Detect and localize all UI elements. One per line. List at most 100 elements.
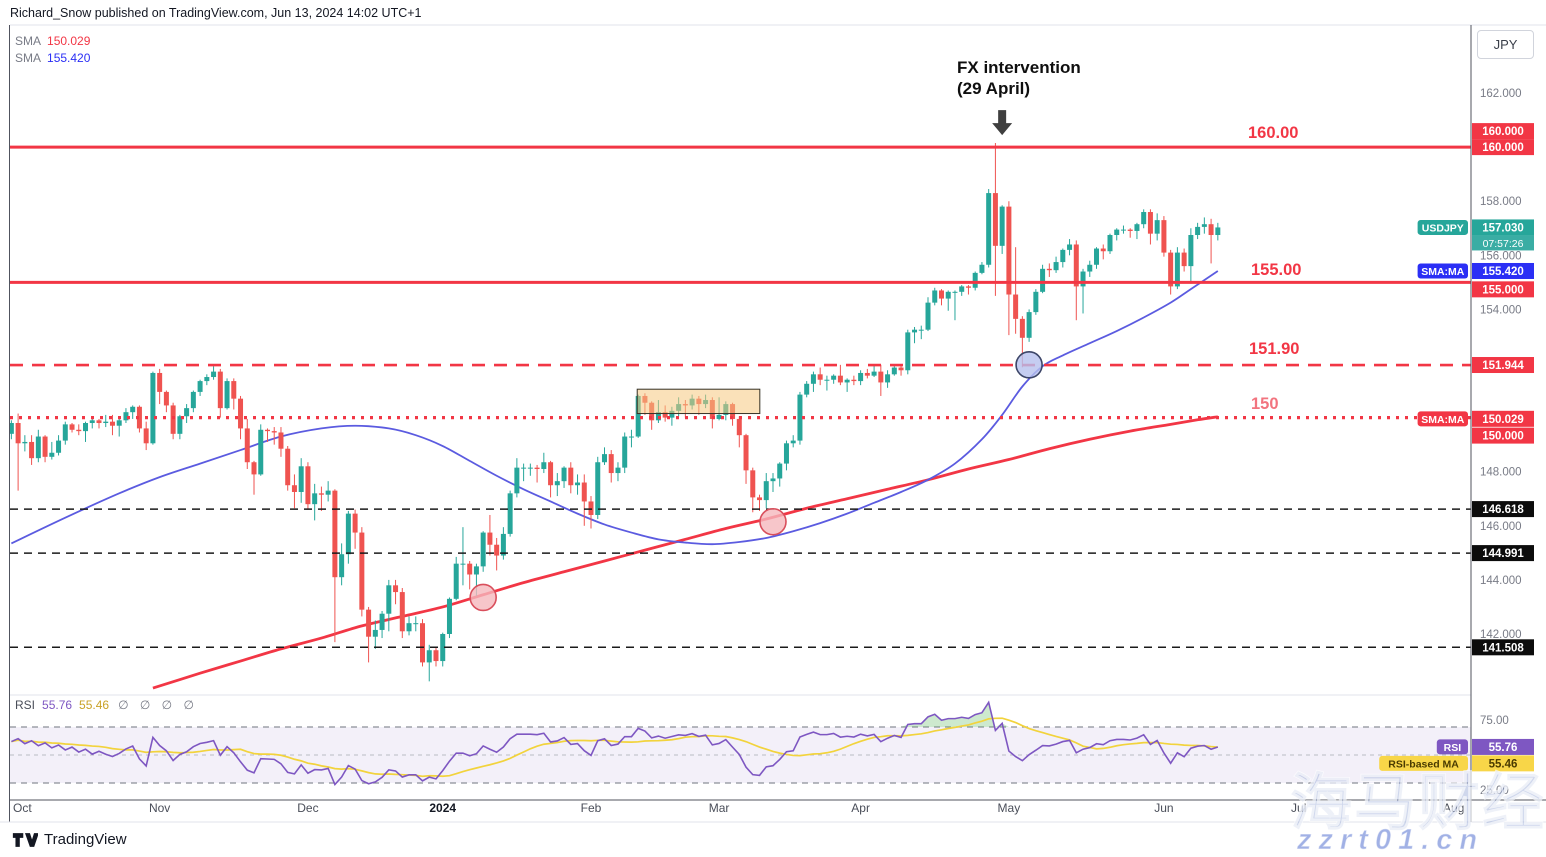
level-label-155[interactable]: 155.00: [1251, 261, 1302, 279]
axis-badge-rect: [1472, 262, 1534, 279]
rsi-based-ma-line[interactable]: [11, 717, 1218, 778]
consolidation-box[interactable]: [636, 388, 761, 415]
candle-body: [1181, 252, 1187, 267]
axis-badge-level-160-a[interactable]: 160.000: [1472, 123, 1534, 140]
candle-body: [1195, 226, 1201, 236]
axis-badge-text: 155.000: [1482, 284, 1524, 296]
candle-body: [22, 441, 28, 444]
candle-body: [581, 482, 587, 502]
candle-body: [1141, 212, 1147, 225]
candle-body: [406, 623, 412, 632]
axis-badge-level-151944[interactable]: 151.944: [1472, 357, 1534, 374]
candle-body: [938, 290, 944, 299]
sma-legend-row-red[interactable]: SMA 150.029: [15, 33, 90, 50]
axis-badge-rsi-value[interactable]: 55.76 RSI: [1436, 738, 1534, 755]
candle-body: [770, 478, 776, 482]
price-axis[interactable]: 162.000 158.000 156.000 154.000 148.000 146.0…: [1379, 88, 1534, 797]
currency-unit-button[interactable]: JPY: [1477, 30, 1534, 59]
attribution-text: Richard_Snow published on TradingView.co…: [10, 6, 422, 20]
tradingview-logo[interactable]: TradingView: [12, 831, 127, 848]
candle-body: [1073, 244, 1079, 287]
candle-body: [332, 490, 338, 578]
level-label-151-90[interactable]: 151.90: [1249, 340, 1300, 358]
candle-body: [783, 443, 789, 464]
sma-red-line[interactable]: [152, 415, 1219, 690]
price-tick-144: 144.000: [1480, 575, 1522, 587]
candle-body: [487, 532, 493, 545]
level-label-160[interactable]: 160.00: [1248, 124, 1299, 142]
rsi-label: RSI: [15, 698, 36, 712]
axis-badge-level-150[interactable]: 150.000: [1472, 427, 1534, 444]
axis-badge-sma-blue[interactable]: 155.420 SMA:MA: [1417, 262, 1534, 279]
axis-badge-level-141508[interactable]: 141.508: [1472, 639, 1534, 656]
candle-body: [669, 410, 675, 418]
axis-badge-last-price[interactable]: 157.030 07:57:26 USDJPY: [1417, 219, 1534, 251]
tradingview-logo-text: TradingView: [44, 831, 127, 848]
axis-badge-level-146618[interactable]: 146.618: [1472, 501, 1534, 518]
candle-body: [163, 391, 169, 406]
candle-body: [96, 420, 102, 424]
candle-body: [548, 462, 554, 486]
event-circle[interactable]: [1015, 351, 1043, 379]
time-axis-label-May: May: [998, 801, 1021, 815]
fx-intervention-line1: FX intervention: [957, 58, 1081, 77]
candle-body: [393, 585, 399, 593]
candlestick-series[interactable]: [9, 143, 1221, 682]
candle-body: [763, 481, 769, 501]
candle-body: [959, 286, 965, 292]
candle-body: [251, 462, 257, 475]
candle-body: [622, 436, 628, 468]
candle-body: [420, 623, 426, 663]
candle-body: [541, 462, 547, 469]
candle-body: [480, 532, 486, 567]
candle-body: [1208, 224, 1214, 236]
candle-body: [399, 592, 405, 632]
axis-badge-level-160-b[interactable]: 160.000: [1472, 139, 1534, 156]
fx-intervention-annotation[interactable]: FX intervention (29 April): [957, 57, 1081, 99]
time-axis[interactable]: Oct Nov Dec 2024 Feb Mar Apr May Jun Jul Aug: [13, 801, 1464, 815]
axis-left-label-text: USDJPY: [1422, 222, 1464, 234]
rsi-pane[interactable]: [10, 700, 1471, 786]
sma-legend-row-blue[interactable]: SMA 155.420: [15, 50, 90, 67]
candle-body: [790, 440, 796, 444]
candle-body: [588, 501, 594, 515]
axis-badge-rsi-ma-value[interactable]: 55.46 RSI-based MA: [1379, 755, 1534, 772]
candle-body: [844, 379, 850, 383]
axis-badge-text: 144.991: [1482, 548, 1524, 560]
candle-body: [184, 408, 190, 417]
candle-body: [231, 381, 237, 399]
candle-body: [810, 374, 816, 384]
candle-body: [1094, 248, 1100, 265]
axis-left-label-rect: [1417, 411, 1468, 427]
axis-badge-level-144991[interactable]: 144.991: [1472, 545, 1534, 562]
candle-body: [858, 372, 864, 382]
level-label-150[interactable]: 150: [1251, 395, 1279, 413]
axis-badge-rect: [1472, 755, 1534, 772]
axis-badge-sma-red[interactable]: 150.029 SMA:MA: [1417, 410, 1534, 427]
candle-body: [143, 428, 149, 444]
candle-body: [15, 423, 21, 444]
candle-body: [76, 429, 82, 432]
rsi-tick-25: 25.00: [1480, 785, 1509, 797]
candle-body: [885, 374, 891, 383]
sma-blue-value: 155.420: [47, 51, 91, 65]
axis-badge-level-155[interactable]: 155.000: [1472, 281, 1534, 298]
price-tick-156: 156.000: [1480, 250, 1522, 262]
candle-body: [453, 563, 459, 599]
candle-body: [817, 374, 823, 380]
price-tick-158: 158.000: [1480, 196, 1522, 208]
candle-body: [413, 623, 419, 625]
event-circle[interactable]: [759, 507, 787, 536]
candle-body: [1134, 224, 1140, 231]
candle-body: [1107, 235, 1113, 252]
axis-badge-rect: [1472, 738, 1534, 755]
axis-badge-rect: [1472, 123, 1534, 140]
event-circle[interactable]: [469, 583, 497, 612]
rsi-legend[interactable]: RSI 55.76 55.46 ∅ ∅ ∅ ∅: [15, 698, 198, 712]
candle-body: [662, 412, 668, 418]
candle-body: [103, 421, 109, 424]
rsi-line[interactable]: [11, 700, 1219, 786]
candle-body: [278, 432, 284, 449]
price-pane[interactable]: [9, 110, 1471, 690]
